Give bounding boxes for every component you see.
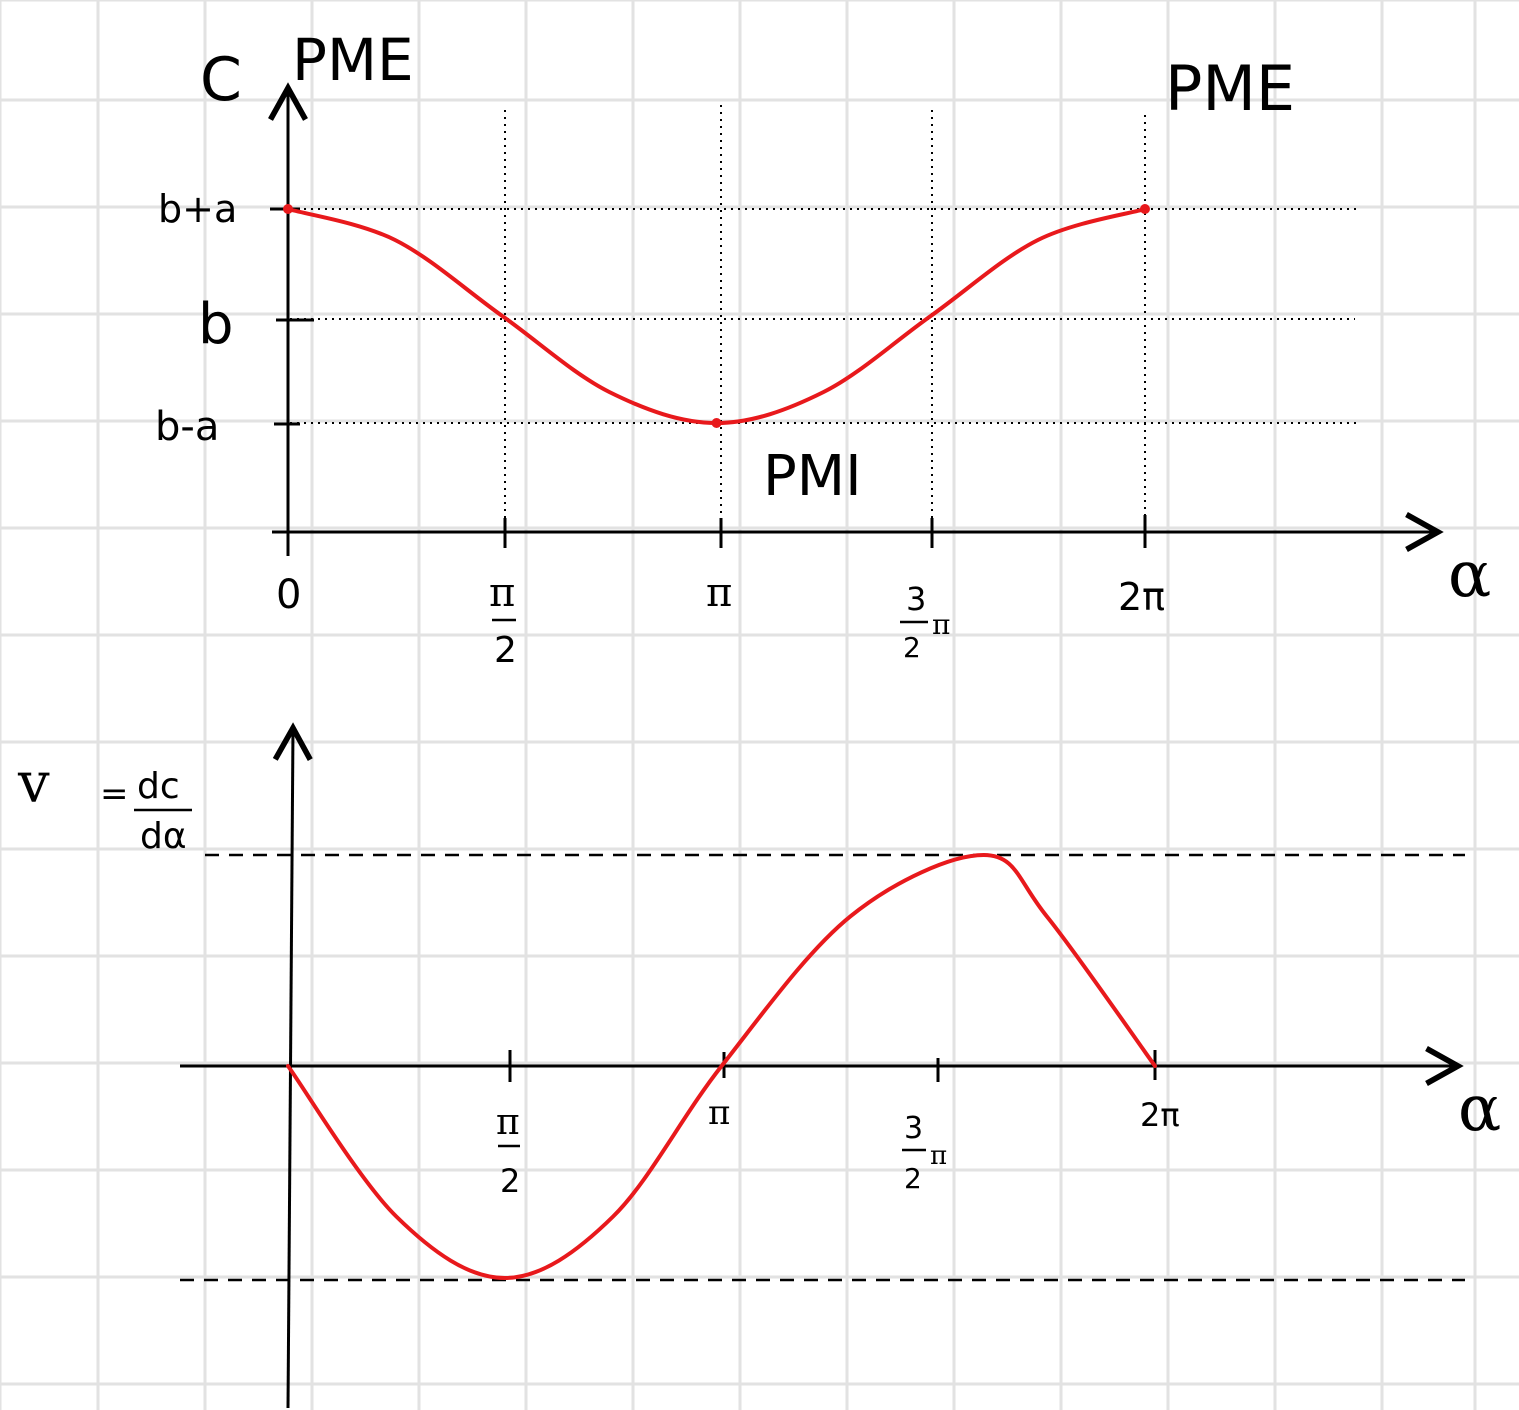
y-tick-label-b-plus-a: b+a <box>158 187 237 231</box>
bottom-guides <box>180 853 1465 1282</box>
top-point-pme-start <box>283 204 293 214</box>
x-tick-label-three-half-pi-den: 2 <box>903 631 921 664</box>
b-x-tick-label-three-half-pi-num: 3 <box>904 1111 923 1146</box>
x-tick-label-pi: π <box>706 570 732 616</box>
y-tick-label-b-minus-a: b-a <box>155 404 219 450</box>
top-y-ticks <box>270 207 314 426</box>
b-x-tick-label-two-pi: 2π <box>1140 1096 1180 1134</box>
x-tick-label-two-pi: 2π <box>1118 575 1165 619</box>
chart-top-position: C b+a b b-a PME PMI PME 0 π 2 π 3 2 π 2π… <box>155 26 1491 671</box>
bottom-y-label-num: dc <box>137 766 180 807</box>
annotation-pme-end: PME <box>1165 52 1295 125</box>
b-x-tick-label-three-half-pi-den: 2 <box>904 1162 922 1195</box>
chart-bottom-velocity: v = dc dα π 2 π 3 2 π 2π α <box>17 722 1501 1409</box>
bottom-y-label-equals: = <box>100 774 129 814</box>
top-guides <box>290 105 1358 531</box>
top-x-axis-label: α <box>1448 538 1491 612</box>
b-x-tick-label-pi: π <box>708 1093 730 1133</box>
top-x-ticks <box>286 515 1147 548</box>
bottom-y-label-v: v <box>17 751 50 816</box>
top-point-pme-end <box>1139 204 1150 214</box>
x-tick-label-half-pi-num: π <box>489 570 515 616</box>
bottom-y-label-den: dα <box>140 816 187 857</box>
b-x-tick-label-three-half-pi-suffix: π <box>930 1141 947 1171</box>
bottom-series-line <box>286 852 1157 1281</box>
b-x-tick-label-half-pi-num: π <box>496 1102 520 1143</box>
annotation-pme-start: PME <box>292 26 414 94</box>
y-tick-label-b: b <box>198 292 234 357</box>
top-series-line <box>286 207 1147 426</box>
top-y-axis-label: C <box>200 45 242 115</box>
annotation-pmi: PMI <box>763 444 862 509</box>
bottom-x-axis-label: α <box>1458 1072 1501 1146</box>
x-tick-label-half-pi-den: 2 <box>494 630 517 671</box>
x-tick-label-zero: 0 <box>276 572 301 618</box>
x-tick-label-three-half-pi-num: 3 <box>906 580 926 618</box>
x-tick-label-three-half-pi-suffix: π <box>932 608 950 641</box>
top-point-pmi <box>711 418 722 428</box>
b-x-tick-label-half-pi-den: 2 <box>500 1162 520 1200</box>
